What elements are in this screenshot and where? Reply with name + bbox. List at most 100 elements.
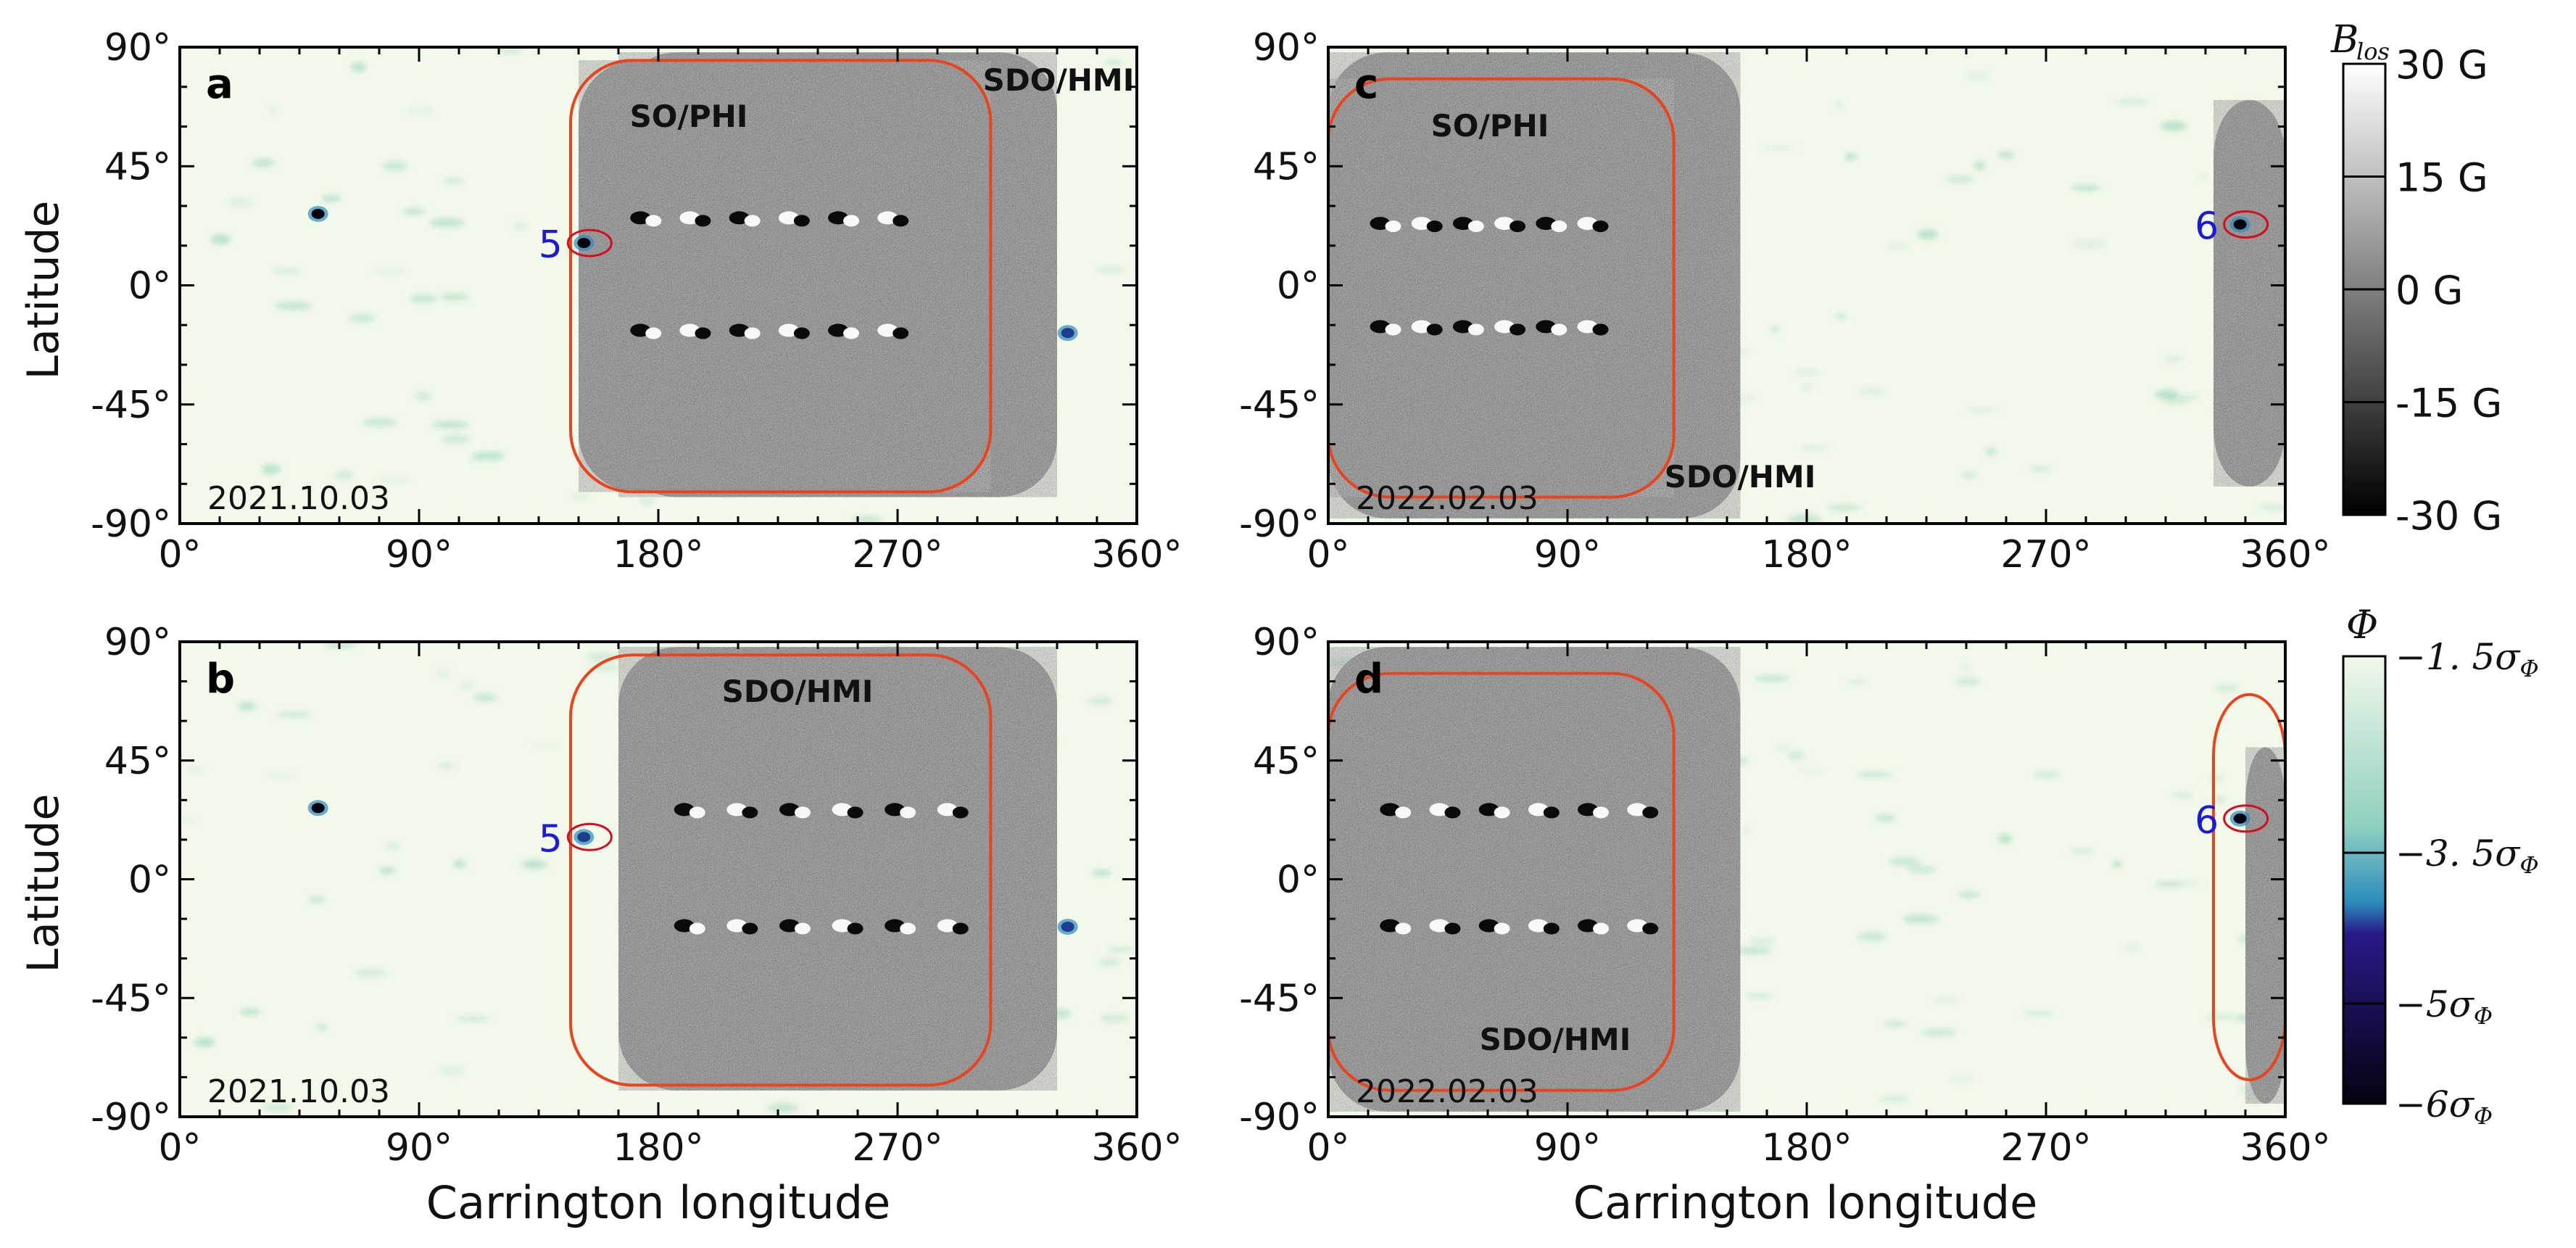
x-tick-label: 180° (613, 533, 703, 577)
phase-streak (1748, 938, 1777, 944)
phase-streak (2207, 775, 2225, 780)
active-region-fleck (843, 215, 860, 227)
magnetogram-disk (1328, 647, 1741, 1112)
active-region-fleck (689, 922, 705, 935)
active-region-fleck (1380, 803, 1401, 817)
y-tick-label: 0° (128, 859, 171, 902)
phase-streak (180, 819, 196, 823)
phase-streak (1921, 1029, 1957, 1036)
active-region-fleck (1494, 320, 1515, 334)
phase-streak (347, 313, 376, 323)
active-region-fleck (828, 211, 849, 225)
phase-streak (194, 1038, 215, 1047)
active-region-fleck (877, 323, 898, 337)
phase-streak (431, 421, 470, 429)
ticks: 0° 90° 180° 270° 360° 90° 45° 0° -45° -90° (91, 26, 1183, 577)
y-tick-label: 90° (1253, 26, 1320, 70)
phase-streak (307, 896, 326, 904)
x-tick-label: 0° (1306, 533, 1349, 577)
y-tick-label: -45° (1239, 384, 1320, 427)
detection-contour (2223, 804, 2269, 833)
far-side-detection (311, 208, 325, 219)
right-magnetogram-disk (2213, 100, 2285, 487)
phase-streak (1797, 769, 1824, 773)
active-region-fleck (1543, 806, 1560, 819)
phase-streak (1957, 891, 1981, 898)
phase-streak (766, 1104, 799, 1112)
x-tick-label: 0° (158, 1126, 201, 1170)
phase-streak (1098, 958, 1121, 967)
active-region-fleck (1411, 320, 1432, 334)
phase-streak (2198, 175, 2209, 178)
active-region-fleck (1429, 803, 1450, 817)
phase-streak (378, 477, 411, 483)
phase-streak (1775, 745, 1792, 751)
phase-streak (1787, 514, 1822, 524)
active-region-fleck (1528, 919, 1549, 933)
x-tick-label: 270° (2000, 1126, 2091, 1170)
phase-streak (2161, 121, 2187, 131)
active-region-fleck (630, 323, 651, 337)
phase-streak (1754, 675, 1790, 682)
active-region-fleck (1536, 320, 1557, 334)
colorbar-tick-label: 30 G (2395, 42, 2488, 88)
instrument-label: SDO/HMI (1480, 1022, 1631, 1057)
x-tick-label: 360° (1091, 533, 1182, 577)
phase-streak (2205, 1014, 2241, 1020)
phase-streak (2256, 505, 2285, 509)
active-region-fleck (1494, 806, 1510, 819)
instrument-label: SO/PHI (630, 99, 748, 134)
active-region-fleck (1592, 220, 1609, 233)
phase-streak (1985, 447, 1997, 455)
active-region-fleck (1528, 803, 1549, 817)
phase-streak (261, 464, 281, 475)
active-region-fleck (1370, 320, 1391, 334)
phase-streak (239, 1009, 262, 1015)
active-region-fleck (793, 215, 810, 227)
phase-streak (1844, 152, 1857, 161)
phase-streak (2114, 99, 2150, 104)
phase-streak (271, 268, 302, 274)
x-tick-label: 90° (1534, 1126, 1601, 1170)
active-region-fleck (1509, 220, 1526, 233)
panel-letter: d (1354, 656, 1383, 703)
phase-streak (382, 161, 408, 171)
y-tick-label: 0° (1277, 859, 1320, 902)
active-region-fleck (937, 919, 958, 933)
instrument-label: SO/PHI (1431, 108, 1549, 144)
active-region-fleck (832, 919, 853, 933)
active-region-fleck (630, 211, 651, 225)
phase-streak (275, 302, 312, 310)
phase-streak (315, 1023, 328, 1032)
phase-streak (1765, 146, 1796, 149)
active-region-fleck (679, 211, 700, 225)
y-tick-label: -45° (91, 977, 171, 1020)
y-tick-label: -90° (91, 1096, 171, 1139)
active-region-fleck (1592, 323, 1609, 336)
phase-streak (1902, 914, 1939, 924)
phase-streak (1965, 408, 2000, 412)
far-side-detection (1061, 328, 1074, 339)
active-region-fleck (847, 806, 864, 819)
phase-streak (1857, 387, 1886, 396)
active-region-fleck (1642, 922, 1659, 935)
colorbar-tick-label: −1. 5σΦ (2395, 636, 2539, 682)
phase-streak (1835, 103, 1845, 107)
x-tick-label: 180° (1761, 533, 1852, 577)
phase-streak (1099, 1014, 1130, 1023)
phase-streak (437, 1066, 466, 1075)
phase-streak (1958, 664, 1973, 670)
detection-number: 6 (2195, 799, 2219, 843)
y-tick-label: 0° (1277, 265, 1320, 308)
sophi-fov-contour (569, 653, 993, 1087)
phase-streak (2171, 792, 2195, 798)
active-region-fleck (1426, 323, 1443, 336)
far-side-detection (311, 803, 325, 814)
phase-streak (2023, 1012, 2055, 1015)
y-tick-label: -45° (91, 384, 171, 427)
phase-streak (429, 218, 465, 228)
x-tick-label: 180° (1761, 1126, 1852, 1170)
active-region-fleck (778, 211, 799, 225)
